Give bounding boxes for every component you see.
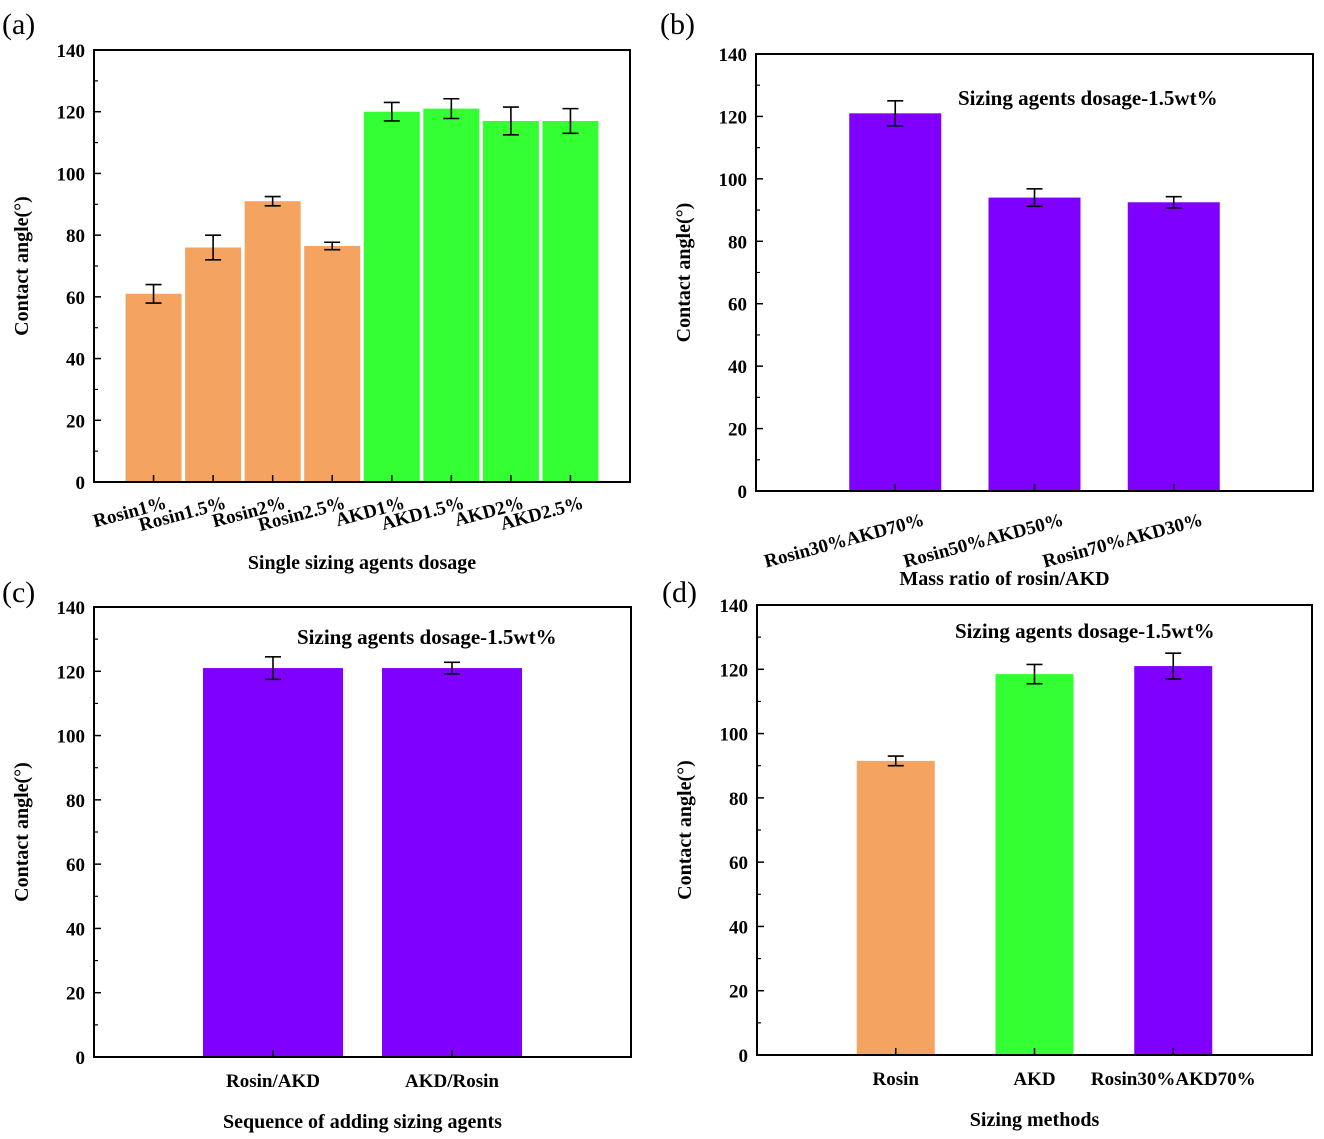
x-tick-label: Rosin70%AKD30%: [1041, 510, 1206, 573]
x-tick-label: Rosin30%AKD70%: [762, 510, 927, 573]
panel-letter: (a): [2, 8, 35, 41]
bar-1: [203, 668, 343, 1057]
chart-panel-1: (a)020406080100120140Rosin1%Rosin1.5%Ros…: [2, 8, 631, 574]
bar-5: [363, 111, 420, 482]
chart-panel-3: (c) 0 20 40 60 80 100 120 140 Rosin/AKD AKD/Rosin S…: [2, 576, 632, 1133]
y-tick-label: 60: [66, 288, 85, 309]
y-tick-label: 80: [729, 789, 748, 810]
y-tick-label: 60: [728, 295, 747, 316]
y-tick-label: 0: [76, 1048, 86, 1069]
error-bar-1: [145, 283, 162, 304]
y-tick-label: 40: [66, 919, 85, 940]
dosage-annotation: Sizing agents dosage-1.5wt%: [958, 86, 1218, 110]
error-bar-1: [265, 656, 281, 681]
panel-letter: (b): [660, 8, 695, 41]
plot-frame: [93, 606, 632, 1058]
bar-7: [482, 120, 539, 482]
y-tick-label: 20: [66, 984, 85, 1005]
panel-letter: (d): [662, 576, 697, 609]
x-axis-title: Single sizing agents dosage: [248, 552, 476, 574]
y-tick-label: 140: [719, 45, 748, 66]
error-bar-2: [444, 661, 460, 675]
bar-1: [856, 760, 935, 1055]
y-tick-label: 0: [76, 473, 86, 494]
bar-3: [1134, 666, 1213, 1055]
chart-panel-2: (b)020406080100120140Rosin30%AKD70%Rosin…: [660, 8, 1314, 590]
error-bar-4: [324, 241, 341, 251]
y-tick-label: 40: [66, 350, 85, 371]
error-bar-2: [205, 234, 222, 261]
y-tick-label: 120: [57, 103, 86, 124]
x-tick-label: Rosin50%AKD50%: [901, 510, 1066, 573]
bar-3: [244, 201, 301, 482]
y-tick-label: 40: [729, 917, 748, 938]
y-tick-label: 80: [728, 232, 747, 253]
y-tick-label: 20: [66, 411, 85, 432]
dosage-annotation: Sizing agents dosage-1.5wt%: [297, 625, 557, 649]
bar-2: [988, 197, 1081, 492]
y-tick-label: 40: [728, 357, 747, 378]
x-tick-label: Rosin: [873, 1069, 920, 1090]
bar-8: [542, 120, 599, 482]
x-axis-title: Sizing methods: [970, 1109, 1100, 1131]
y-tick-label: 0: [739, 1046, 749, 1067]
bar-4: [304, 245, 361, 482]
error-bar-3: [264, 195, 281, 207]
x-tick-label: Rosin30%AKD70%: [1091, 1069, 1256, 1090]
error-bar-3: [1165, 195, 1182, 209]
y-tick-label: 0: [738, 482, 748, 503]
y-tick-label: 120: [57, 662, 86, 683]
dosage-annotation: Sizing agents dosage-1.5wt%: [955, 619, 1215, 643]
y-tick-label: 60: [729, 853, 748, 874]
error-bar-1: [887, 755, 904, 767]
error-bar-2: [1026, 188, 1043, 208]
error-bar-5: [383, 101, 400, 122]
y-tick-label: 100: [720, 725, 749, 746]
y-tick-label: 20: [729, 982, 748, 1003]
bar-2: [382, 668, 522, 1057]
y-tick-label: 80: [66, 791, 85, 812]
y-tick-label: 60: [66, 855, 85, 876]
y-axis-title: Contact angle(°): [674, 760, 696, 900]
x-axis-title: Sequence of adding sizing agents: [223, 1111, 502, 1133]
x-tick-label: AKD: [1013, 1069, 1055, 1090]
y-tick-label: 140: [57, 41, 86, 62]
y-tick-label: 120: [719, 107, 748, 128]
y-axis-title: Contact angle(°): [11, 762, 33, 902]
bar-1: [125, 293, 182, 482]
x-axis-title: Mass ratio of rosin/AKD: [899, 568, 1109, 590]
y-tick-label: 80: [66, 226, 85, 247]
bar-1: [849, 113, 942, 492]
bar-2: [995, 674, 1074, 1055]
error-bar-1: [887, 100, 904, 127]
panel-letter: (c): [2, 576, 35, 609]
error-bar-3: [1165, 652, 1182, 680]
y-tick-label: 100: [57, 727, 86, 748]
y-tick-label: 100: [57, 164, 86, 185]
y-tick-label: 140: [720, 596, 749, 617]
y-tick-label: 140: [57, 598, 86, 619]
x-tick-label: Rosin/AKD: [226, 1071, 320, 1092]
y-axis-title: Contact angle(°): [673, 203, 695, 343]
error-bar-7: [502, 106, 519, 136]
y-tick-label: 120: [720, 660, 749, 681]
chart-panel-4: (d) 0 20 40 60 80 100 120 140 Rosin AKD Rosin30%AKD…: [662, 576, 1313, 1131]
error-bar-2: [1026, 663, 1043, 685]
y-axis-title: Contact angle(°): [11, 196, 33, 336]
bar-6: [423, 108, 480, 482]
error-bar-8: [562, 107, 579, 135]
bar-2: [185, 247, 242, 482]
x-tick-label: AKD/Rosin: [405, 1071, 499, 1092]
y-tick-label: 100: [719, 170, 748, 191]
error-bar-6: [443, 97, 460, 120]
y-tick-label: 20: [728, 420, 747, 441]
bar-3: [1127, 202, 1220, 491]
